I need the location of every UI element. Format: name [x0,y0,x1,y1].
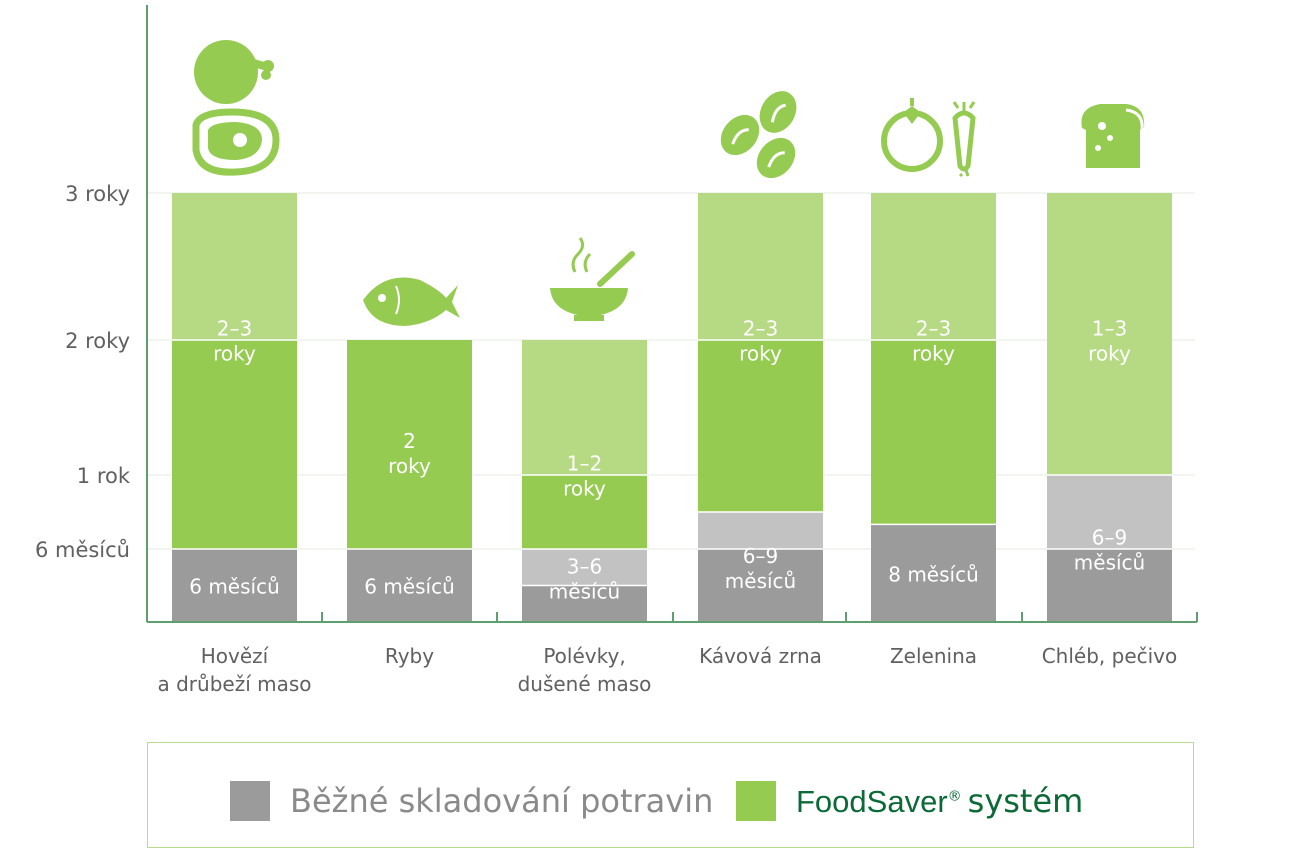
legend-label-foodsaver: FoodSaver® systém [796,782,1083,820]
tomato-carrot-icon [881,98,976,178]
bar-value-label: roky [912,342,955,366]
bar-segment [1047,193,1172,475]
bar-value-label: měsíců [549,580,620,604]
bar-segment [347,549,472,622]
category-icons [192,40,1145,326]
bar-segment [871,524,996,622]
bar-value-label: roky [563,477,606,501]
bar-segment [698,549,823,622]
legend-item-conventional: Běžné skladování potravin [230,781,713,821]
axes: 3 roky 2 roky 1 rok 6 měsíců Hovězí a drůbeží… [35,5,1198,696]
foodsaver-brand: FoodSaver [796,784,948,819]
bar-segment [522,340,647,475]
gridlines [147,192,1195,550]
y-tick-label: 2 roky [65,329,130,353]
legend: Běžné skladování potravin FoodSaver® syst… [147,742,1194,848]
bar-segment [698,512,823,549]
bar-value-label: 2–3 [217,317,252,341]
bar-segment [522,475,647,549]
soup-icon [550,237,635,321]
category-label: Kávová zrna [699,644,822,668]
bar-segment [698,193,823,340]
bar-value-label: 6 měsíců [189,575,280,599]
bar-value-label: roky [1088,342,1131,366]
bar-value-label: 1–2 [567,452,602,476]
category-label: Zelenina [890,644,977,668]
y-tick-label: 3 roky [65,182,130,206]
bar-segment [1047,549,1172,622]
foodsaver-system-label: systém [967,782,1084,820]
fish-icon [363,277,460,326]
bar-value-label: 6 měsíců [364,575,455,599]
bar-value-label: 2 [403,429,416,453]
category-label: Polévky, [543,644,625,668]
bar-value-label: 3–6 [567,555,602,579]
bar-value-label: 6–9 [743,544,778,568]
bar-segment [871,193,996,340]
bar-value-label: měsíců [725,569,796,593]
bar-segment [522,549,647,586]
registered-mark: ® [947,788,962,805]
bar-value-label: 2–3 [743,317,778,341]
bar-value-label: 8 měsíců [888,562,979,586]
category-label: Chléb, pečivo [1042,644,1178,668]
bread-icon [1081,104,1145,168]
bars [172,193,1172,622]
bar-segment [347,340,472,549]
bar-value-label: roky [388,454,431,478]
bar-value-label: 6–9 [1092,526,1127,550]
category-label: a drůbeží maso [157,672,311,696]
bar-value-label: měsíců [1074,551,1145,575]
category-label: Hovězí [201,644,270,668]
category-label: Ryby [385,644,434,668]
bar-value-label: roky [213,342,256,366]
legend-item-foodsaver: FoodSaver® systém [736,781,1083,821]
y-tick-label: 1 rok [77,464,131,488]
bar-value-label: 2–3 [916,317,951,341]
y-tick-label: 6 měsíců [35,538,130,562]
legend-label-conventional: Běžné skladování potravin [290,782,714,820]
category-label: dušené maso [518,672,652,696]
meat-poultry-icon [192,40,280,176]
bar-segment [522,585,647,622]
bar-segment [1047,475,1172,549]
bar-value-label: roky [739,342,782,366]
bar-segment [871,340,996,525]
legend-swatch-foodsaver [736,781,776,821]
legend-swatch-conventional [230,781,270,821]
bar-segment [172,340,297,549]
bar-segment [698,340,823,512]
coffee-beans-icon [720,91,797,179]
bar-segment [172,193,297,340]
bar-segment [172,549,297,622]
bar-value-label: 1–3 [1092,317,1127,341]
